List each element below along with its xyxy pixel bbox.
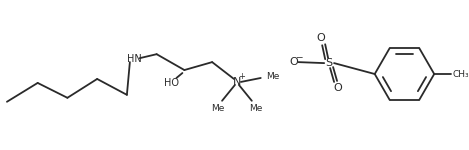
Text: O: O: [317, 33, 325, 43]
Text: HO: HO: [164, 78, 179, 88]
Text: −: −: [295, 53, 302, 62]
Text: N: N: [233, 77, 241, 87]
Text: CH₃: CH₃: [453, 69, 469, 78]
Text: O: O: [289, 57, 298, 67]
Text: Me: Me: [212, 104, 225, 113]
Text: Me: Me: [266, 72, 280, 81]
Text: O: O: [333, 83, 342, 93]
Text: HN: HN: [128, 54, 142, 64]
Text: +: +: [238, 72, 245, 81]
Text: Me: Me: [249, 104, 263, 113]
Text: S: S: [325, 58, 333, 68]
